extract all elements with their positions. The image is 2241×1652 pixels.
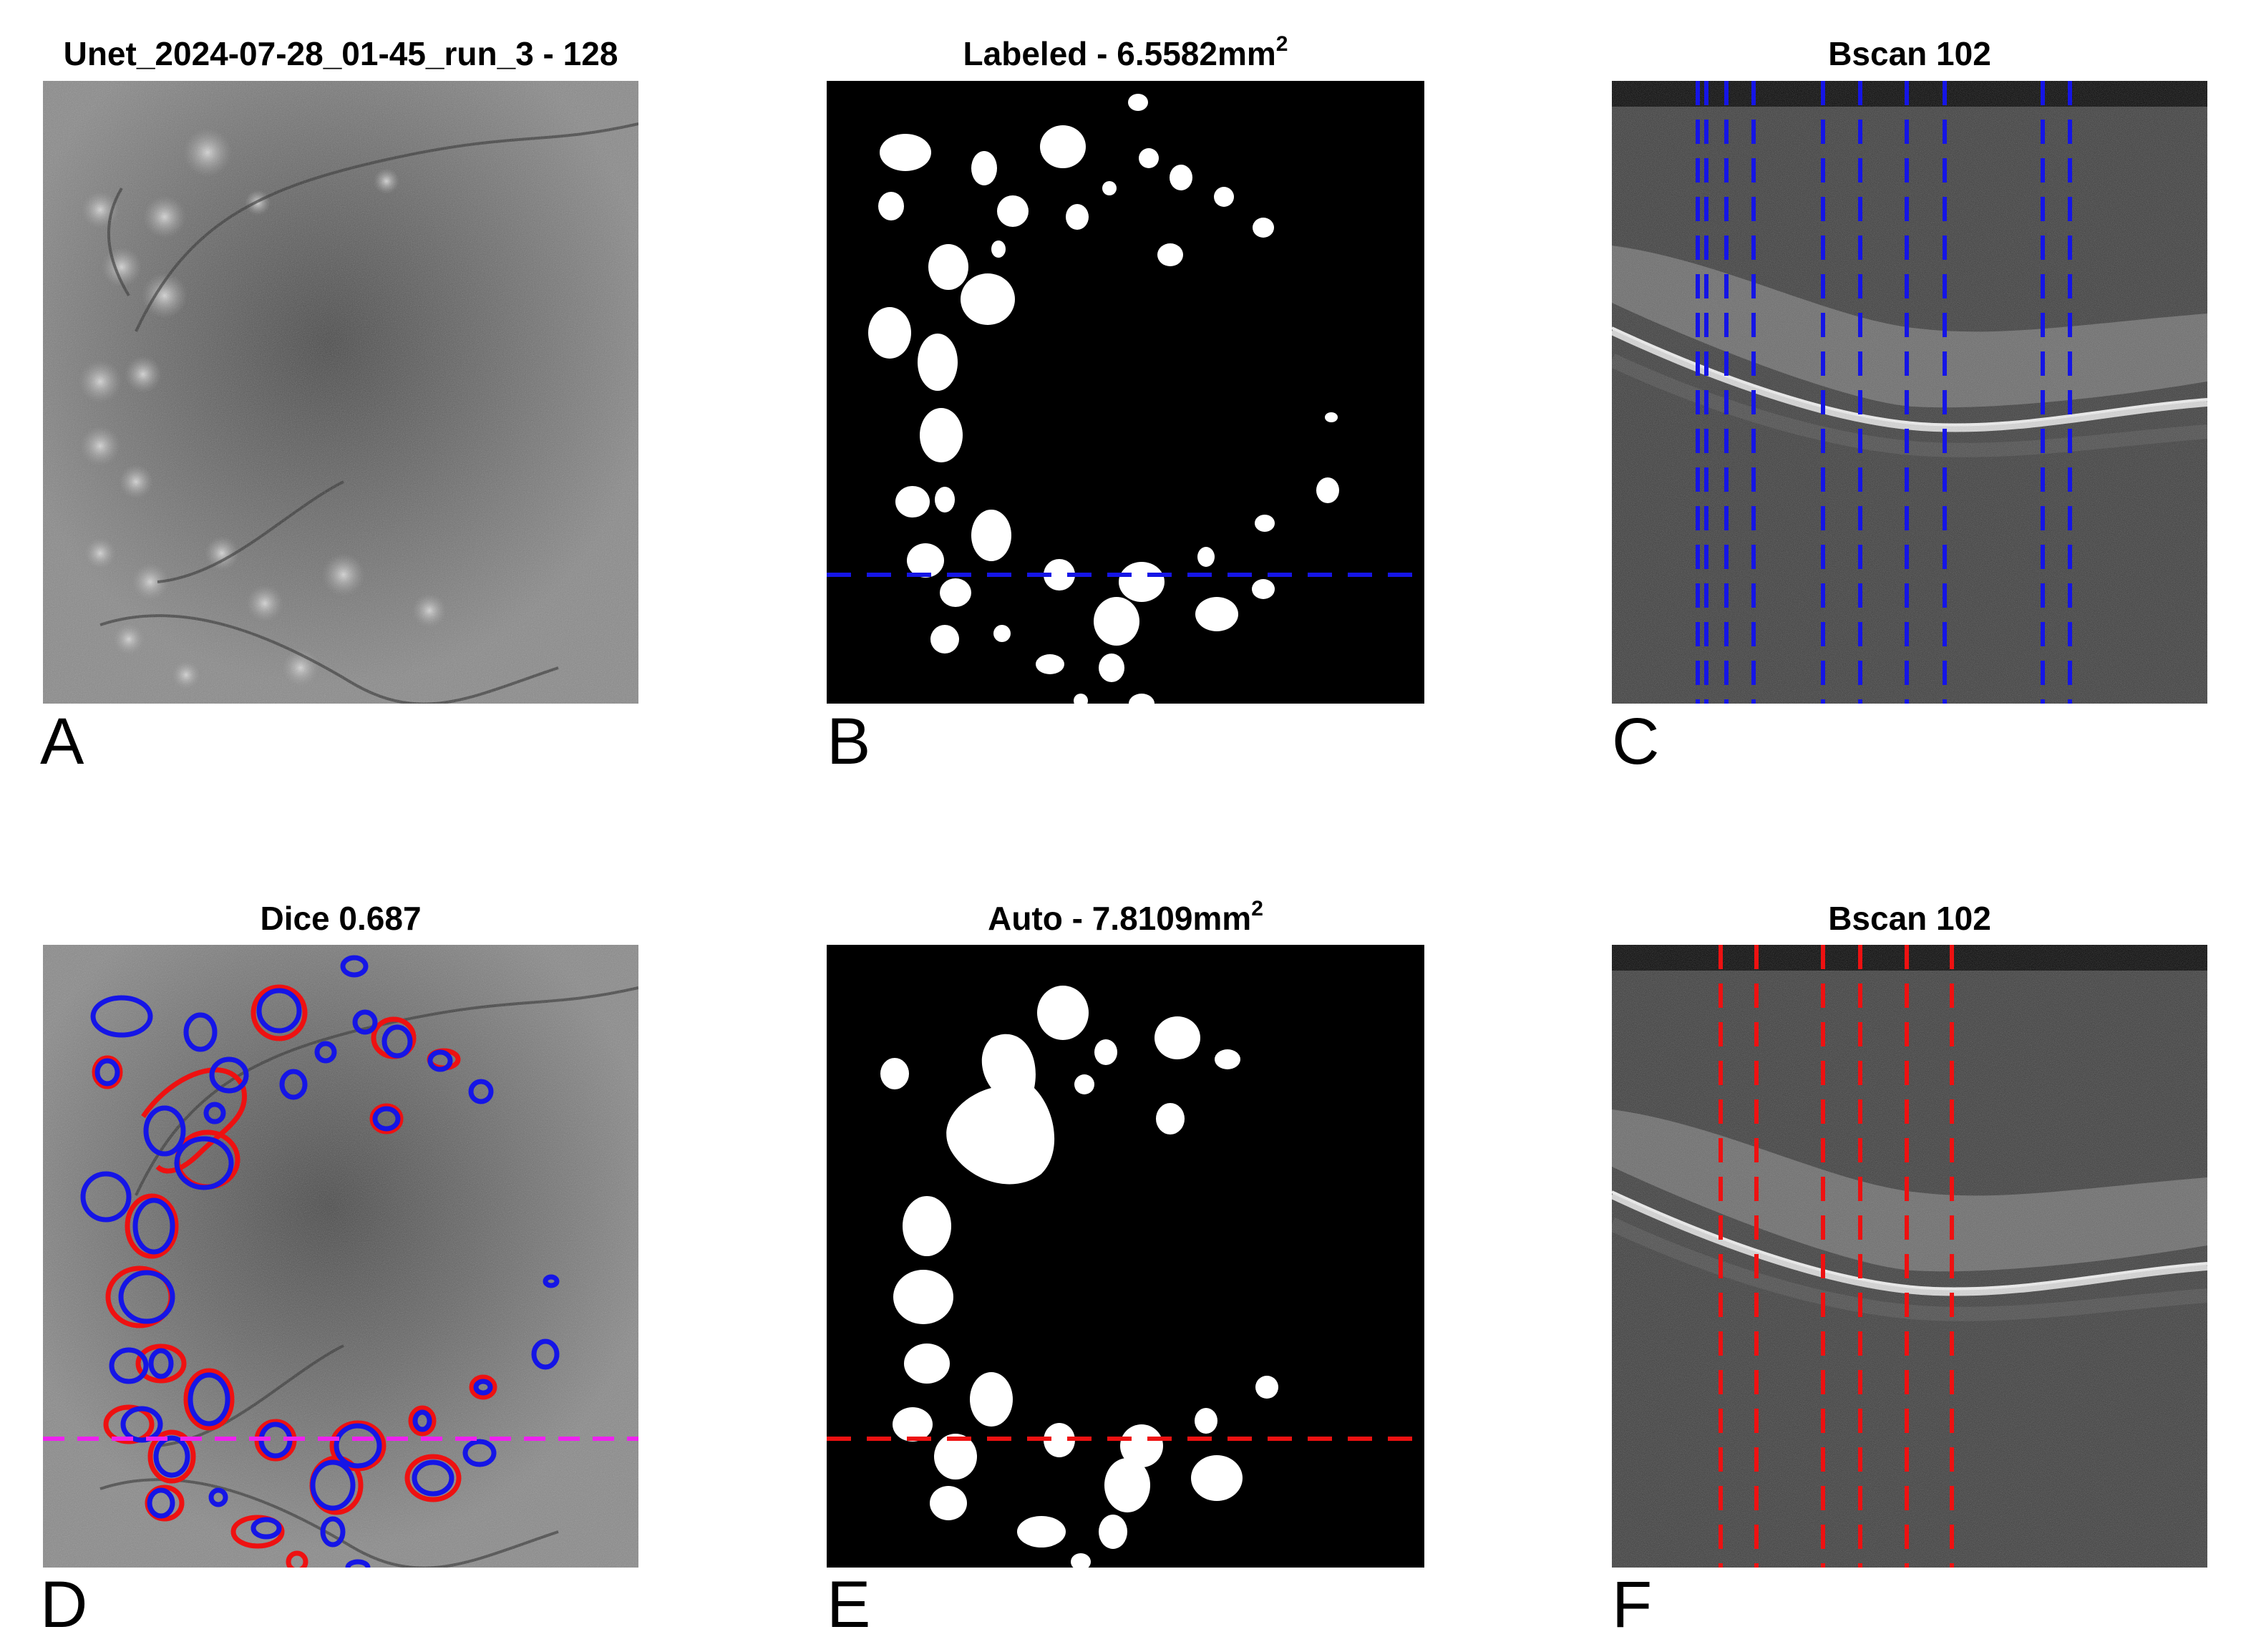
panel-c-letter: C [1612, 705, 1660, 778]
panel-d-title: Dice 0.687 [260, 900, 422, 937]
panel-b-title-text: Labeled - 6.5582mm [963, 35, 1276, 72]
panel-b-title-sup: 2 [1275, 31, 1288, 56]
panel-d-overlay [43, 945, 638, 1568]
panel-c-title: Bscan 102 [1828, 35, 1991, 72]
panel-e-letter: E [827, 1568, 871, 1641]
panel-b-title: Labeled - 6.5582mm2 [827, 31, 1424, 73]
panel-b-labeled-mask [827, 81, 1424, 704]
panel-e-title-text: Auto - 7.8109mm [988, 900, 1252, 937]
panel-f-title: Bscan 102 [1828, 900, 1991, 937]
panel-a-letter: A [40, 705, 84, 778]
panel-d-letter: D [40, 1568, 88, 1641]
panel-f-bscan [1612, 945, 2207, 1568]
panel-b-letter: B [827, 705, 871, 778]
panel-c-bscan [1612, 81, 2207, 704]
panel-f-letter: F [1612, 1568, 1653, 1641]
panel-a-fundus-image [43, 81, 638, 704]
panel-e-title: Auto - 7.8109mm2 [827, 896, 1424, 938]
panel-e-title-sup: 2 [1251, 896, 1263, 920]
panel-a-title: Unet_2024-07-28_01-45_run_3 - 128 [63, 35, 618, 72]
panel-e-auto-mask [827, 945, 1424, 1568]
